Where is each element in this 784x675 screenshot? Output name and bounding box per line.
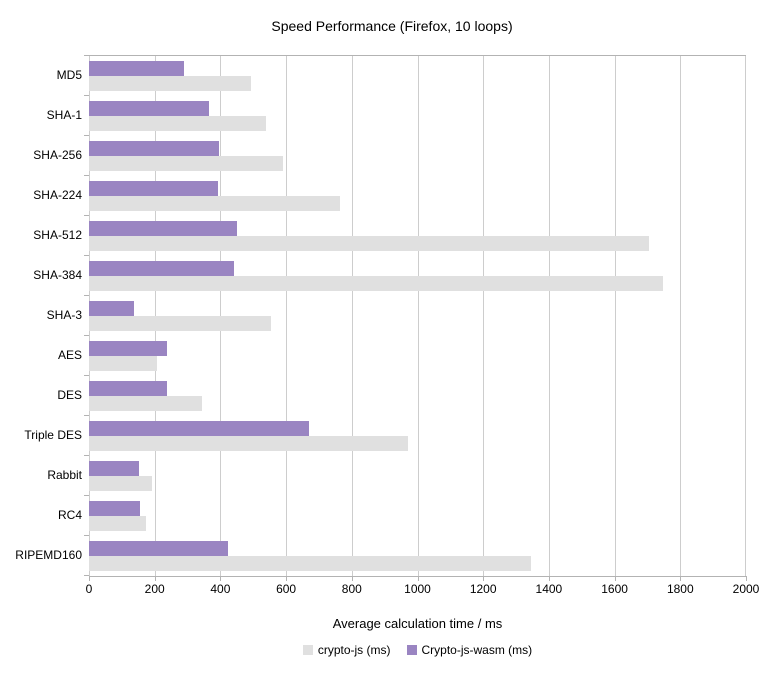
x-axis-tick (351, 576, 353, 581)
category-label: SHA-256 (33, 148, 82, 162)
category-label: Triple DES (24, 428, 82, 442)
x-axis-tick (220, 576, 222, 581)
bar-crypto-js (89, 116, 266, 131)
x-axis-tick (417, 576, 419, 581)
bar-crypto-js (89, 196, 341, 211)
x-axis-title: Average calculation time / ms (332, 616, 503, 631)
x-tick-label: 1200 (469, 582, 497, 596)
x-tick-label: 1800 (666, 582, 694, 596)
bar-crypto-js (89, 556, 532, 571)
category-axis-tick (84, 55, 89, 56)
category-axis-tick (84, 95, 89, 96)
gridline (614, 56, 616, 576)
category-axis-tick (84, 415, 89, 416)
x-tick-label: 1000 (404, 582, 431, 596)
bar-crypto-js (89, 276, 663, 291)
category-axis-tick (84, 455, 89, 456)
gridline (351, 56, 353, 576)
x-tick-label: 400 (210, 582, 231, 596)
legend-item-crypto-js-wasm: Crypto-js-wasm (ms) (406, 643, 533, 657)
bar-crypto-js-wasm (89, 101, 209, 116)
x-axis-tick (89, 576, 90, 581)
category-label: SHA-1 (46, 108, 82, 122)
x-axis-tick (746, 576, 747, 581)
bar-crypto-js (89, 476, 153, 491)
legend-label-crypto-js-wasm: Crypto-js-wasm (ms) (421, 643, 533, 657)
x-axis-tick (680, 576, 682, 581)
category-label: AES (57, 348, 82, 362)
category-axis-tick (84, 175, 89, 176)
bar-crypto-js-wasm (89, 181, 219, 196)
gridline (548, 56, 550, 576)
bar-crypto-js-wasm (89, 221, 238, 236)
legend-label-crypto-js: crypto-js (ms) (317, 643, 391, 657)
legend: crypto-js (ms) Crypto-js-wasm (ms) (89, 643, 746, 657)
x-tick-label: 200 (144, 582, 165, 596)
category-label: SHA-224 (33, 188, 82, 202)
bar-crypto-js-wasm (89, 261, 234, 276)
bar-crypto-js-wasm (89, 421, 310, 436)
category-axis-tick (84, 335, 89, 336)
bar-crypto-js-wasm (89, 301, 134, 316)
gridline (680, 56, 682, 576)
category-axis-tick (84, 255, 89, 256)
category-axis-tick (84, 135, 89, 136)
category-axis-tick (84, 575, 89, 576)
category-axis-tick (84, 495, 89, 496)
bar-crypto-js (89, 396, 203, 411)
bar-crypto-js (89, 356, 158, 371)
legend-swatch-crypto-js (302, 645, 313, 655)
x-tick-label: 1400 (535, 582, 563, 596)
x-tick-label: 1600 (601, 582, 628, 596)
bar-crypto-js-wasm (89, 381, 167, 396)
category-label: SHA-512 (33, 228, 82, 242)
category-axis-tick (84, 215, 89, 216)
chart-title: Speed Performance (Firefox, 10 loops) (271, 18, 513, 34)
bar-crypto-js (89, 516, 147, 531)
gridline (745, 56, 746, 576)
x-axis-tick (548, 576, 550, 581)
bar-crypto-js-wasm (89, 141, 220, 156)
category-axis-tick (84, 535, 89, 536)
gridline (286, 56, 288, 576)
legend-swatch-crypto-js-wasm (406, 645, 417, 655)
plot-area (89, 55, 746, 577)
category-label: Rabbit (47, 468, 82, 482)
x-tick-label: 800 (341, 582, 362, 596)
category-axis-tick (84, 375, 89, 376)
x-axis-tick (614, 576, 616, 581)
bar-crypto-js-wasm (89, 341, 168, 356)
x-tick-label: 0 (85, 582, 93, 596)
category-label: SHA-3 (46, 308, 82, 322)
bar-crypto-js (89, 156, 283, 171)
category-label: MD5 (56, 68, 82, 82)
x-tick-label: 600 (276, 582, 297, 596)
x-axis-tick (154, 576, 156, 581)
bar-crypto-js (89, 316, 271, 331)
x-axis-tick (483, 576, 485, 581)
category-label: RC4 (57, 508, 82, 522)
category-label: DES (57, 388, 82, 402)
bar-crypto-js-wasm (89, 541, 228, 556)
legend-item-crypto-js: crypto-js (ms) (302, 643, 391, 657)
category-label: RIPEMD160 (15, 548, 82, 562)
bar-crypto-js-wasm (89, 61, 185, 76)
x-axis-tick (286, 576, 288, 581)
bar-crypto-js-wasm (89, 501, 141, 516)
bar-crypto-js (89, 76, 251, 91)
x-tick-label: 2000 (732, 582, 760, 596)
gridline (417, 56, 419, 576)
category-axis-tick (84, 295, 89, 296)
bar-crypto-js (89, 436, 408, 451)
bar-crypto-js-wasm (89, 461, 140, 476)
category-label: SHA-384 (33, 268, 82, 282)
bar-crypto-js (89, 236, 650, 251)
gridline (483, 56, 485, 576)
